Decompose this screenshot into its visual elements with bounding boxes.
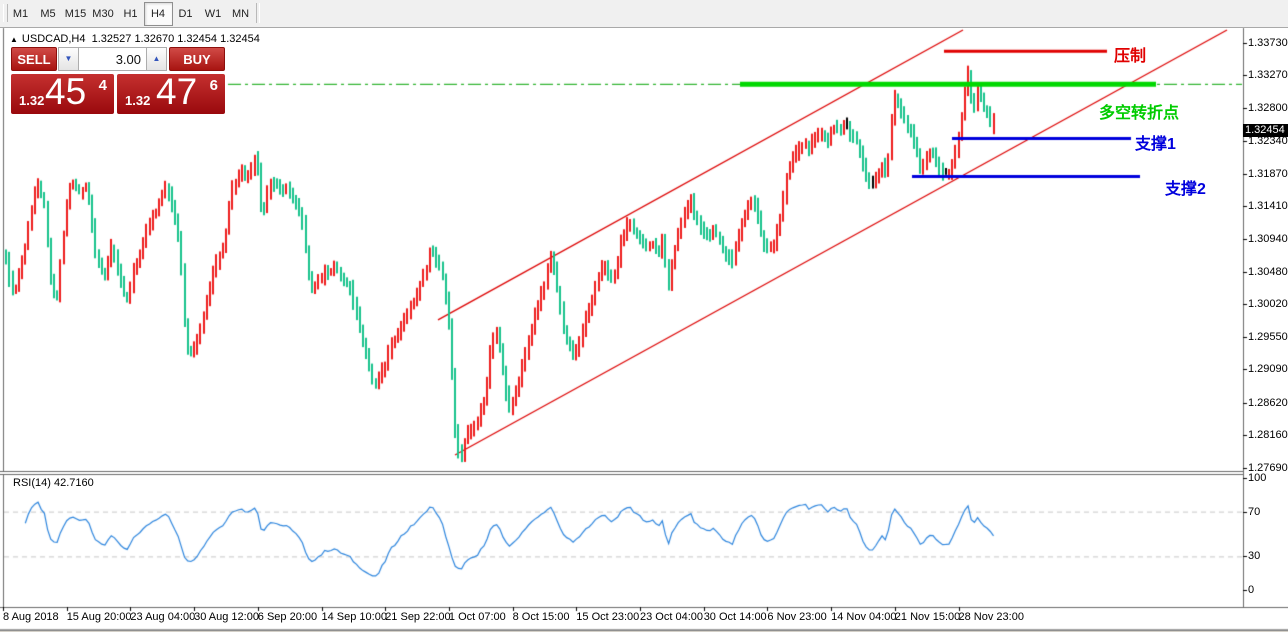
price-axis-label: 1.30940 <box>1248 233 1288 246</box>
expand-triangle-icon[interactable]: ▲ <box>10 35 18 44</box>
time-axis-label: 28 Nov 23:00 <box>958 611 1024 623</box>
price-axis-label: 1.29090 <box>1248 363 1288 376</box>
volume-decrease-button[interactable]: ▼ <box>58 47 79 71</box>
price-axis-label: 1.27690 <box>1248 461 1288 474</box>
annotation-pivot-label: 多空转折点 <box>1099 105 1180 122</box>
rsi-indicator-label: RSI(14) 42.7160 <box>13 477 94 489</box>
price-axis-label: 1.30480 <box>1248 265 1288 278</box>
bid-big-digits: 45 <box>45 71 87 112</box>
price-axis-label: 1.32800 <box>1248 102 1288 115</box>
bid-price[interactable]: 1.32 45 4 <box>11 71 114 114</box>
chart-title: ▲ USDCAD,H4 1.32527 1.32670 1.32454 1.324… <box>10 33 260 45</box>
time-axis-label: 23 Oct 04:00 <box>640 611 703 623</box>
rsi-axis-label: 100 <box>1248 472 1267 484</box>
price-axis-label: 1.33270 <box>1248 69 1288 82</box>
price-axis-label: 1.30020 <box>1248 298 1288 311</box>
timeframe-button-d1[interactable]: D1 <box>178 8 193 20</box>
annotation-resistance-label: 压制 <box>1114 48 1147 65</box>
time-axis-label: 6 Nov 23:00 <box>767 611 827 623</box>
price-axis-label: 1.31410 <box>1248 200 1288 213</box>
timeframe-button-h1[interactable]: H1 <box>123 8 138 20</box>
ask-prefix: 1.32 <box>125 93 151 108</box>
timeframe-button-m5[interactable]: M5 <box>40 8 56 20</box>
toolbar-divider <box>256 3 260 23</box>
ask-price[interactable]: 1.32 47 6 <box>117 71 225 114</box>
sell-button[interactable]: SELL <box>11 47 57 71</box>
price-axis-label: 1.29550 <box>1248 331 1288 344</box>
annotation-support1-label: 支撑1 <box>1135 136 1176 153</box>
ohlc-values: 1.32527 1.32670 1.32454 1.32454 <box>91 33 260 45</box>
symbol-period-label: USDCAD,H4 <box>21 33 86 45</box>
toolbar-grip[interactable] <box>3 4 8 22</box>
timeframe-button-mn[interactable]: MN <box>231 8 250 20</box>
window-bottom-edge <box>0 630 1288 632</box>
bid-prefix: 1.32 <box>19 93 45 108</box>
time-axis-label: 30 Oct 14:00 <box>703 611 767 623</box>
time-axis-label: 6 Sep 20:00 <box>257 611 318 623</box>
timeframe-button-m1[interactable]: M1 <box>12 8 29 20</box>
chevron-up-icon: ▲ <box>152 54 161 63</box>
time-axis-label: 15 Oct 23:00 <box>576 611 640 623</box>
time-axis-label: 15 Aug 20:00 <box>66 611 132 623</box>
time-axis-label: 1 Oct 07:00 <box>448 611 506 623</box>
time-axis-label: 30 Aug 12:00 <box>194 611 259 623</box>
volume-increase-button[interactable]: ▲ <box>146 47 167 71</box>
buy-button[interactable]: BUY <box>169 47 225 71</box>
price-axis-label: 1.28160 <box>1248 428 1288 441</box>
annotation-support2-label: 支撑2 <box>1165 181 1206 198</box>
timeframe-toolbar: M1 M5 M15 M30 H1 H4 D1 W1 MN <box>0 0 1288 28</box>
time-axis-label: 14 Sep 10:00 <box>321 611 387 623</box>
time-axis-label: 8 Oct 15:00 <box>512 611 570 623</box>
current-price-badge: 1.32454 <box>1243 124 1288 137</box>
timeframe-button-w1[interactable]: W1 <box>204 8 222 20</box>
rsi-axis-label: 0 <box>1248 584 1255 596</box>
timeframe-button-m15[interactable]: M15 <box>64 8 87 20</box>
ask-pip-digit: 6 <box>209 77 218 94</box>
time-axis-label: 14 Nov 04:00 <box>831 611 897 623</box>
time-axis-label: 21 Nov 15:00 <box>894 611 961 623</box>
timeframe-button-m30[interactable]: M30 <box>92 8 114 20</box>
one-click-trading-panel: SELL ▼ ▲ BUY 1.32 45 4 1.32 47 6 <box>11 47 225 114</box>
price-axis-label: 1.32340 <box>1248 134 1288 147</box>
rsi-axis-label: 30 <box>1248 550 1261 563</box>
time-axis-label: 23 Aug 04:00 <box>130 611 196 623</box>
price-axis-label: 1.33730 <box>1248 37 1288 50</box>
timeframe-button-h4[interactable]: H4 <box>143 2 173 26</box>
bid-pip-digit: 4 <box>98 77 107 94</box>
chevron-down-icon: ▼ <box>64 54 73 63</box>
time-axis-label: 21 Sep 22:00 <box>385 611 451 623</box>
price-axis-label: 1.31870 <box>1248 167 1288 180</box>
ask-big-digits: 47 <box>156 71 198 112</box>
time-axis-label: 8 Aug 2018 <box>3 611 59 623</box>
price-axis-label: 1.28620 <box>1248 396 1288 409</box>
rsi-axis-label: 70 <box>1248 505 1261 518</box>
volume-input[interactable] <box>78 47 147 71</box>
